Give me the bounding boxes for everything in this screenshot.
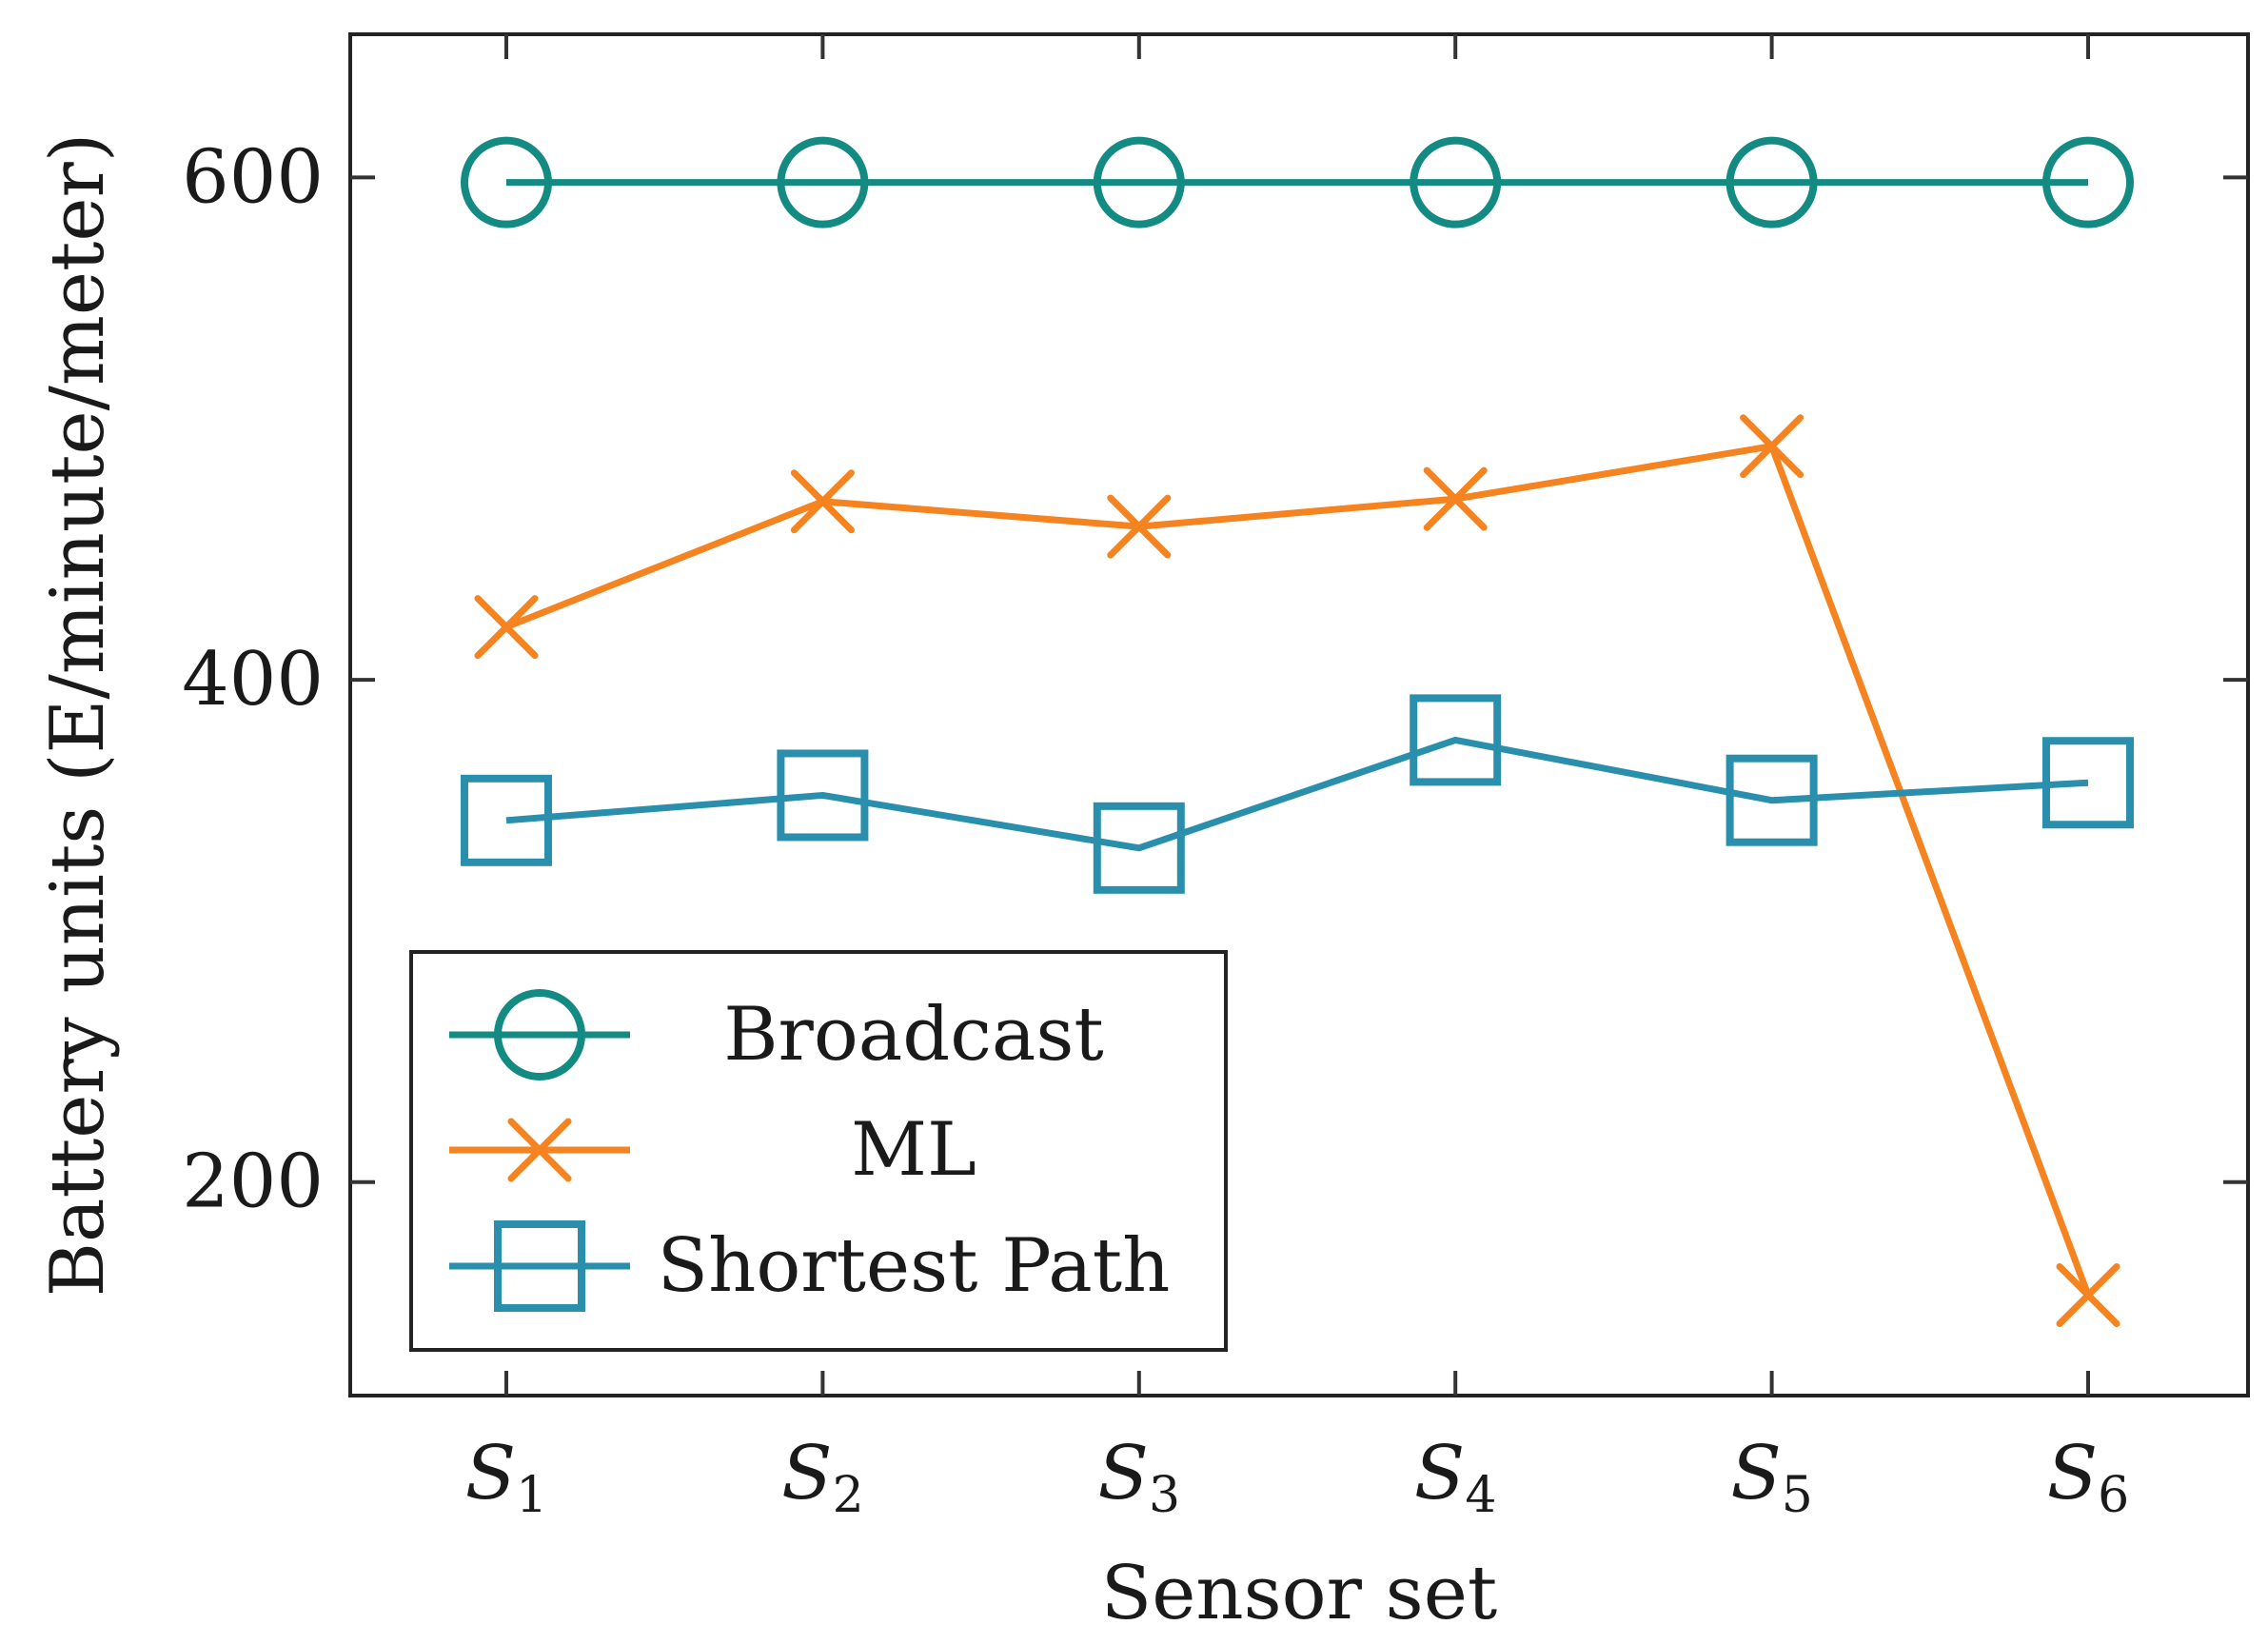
series-layer (461, 136, 2134, 1327)
x-tick-label: S3 (1098, 1431, 1181, 1524)
data-point-broadcast (1410, 136, 1502, 228)
data-point-shortest-path (1093, 802, 1185, 894)
data-point-ml (1423, 466, 1488, 531)
plot-frame (348, 32, 2250, 1397)
legend-marker-shortest-path (494, 1220, 585, 1312)
series-shortest-path (461, 694, 2134, 894)
x-tick-label: S5 (1730, 1431, 1813, 1524)
legend-entry-shortest-path: Shortest Path (449, 1220, 1171, 1312)
data-point-broadcast (1093, 136, 1185, 228)
x-axis-label: Sensor set (1101, 1551, 1497, 1636)
data-point-ml (1740, 414, 1805, 479)
data-point-shortest-path (2042, 737, 2134, 829)
data-point-broadcast (461, 136, 552, 228)
y-axis-label: Battery units (E/minute/meter) (35, 133, 121, 1298)
y-tick-label: 600 (182, 134, 324, 220)
data-point-broadcast (2042, 136, 2134, 228)
legend-entry-ml: ML (449, 1107, 976, 1193)
data-point-shortest-path (1410, 694, 1502, 786)
legend-label-ml: ML (851, 1107, 976, 1193)
axes-frame (348, 32, 2250, 1397)
data-point-ml (790, 469, 855, 534)
data-point-shortest-path (777, 749, 869, 842)
x-tick-label: S4 (1414, 1431, 1497, 1524)
data-point-broadcast (777, 136, 869, 228)
legend-entry-broadcast: Broadcast (449, 989, 1104, 1080)
data-point-shortest-path (461, 774, 552, 866)
series-ml (474, 414, 2120, 1327)
data-point-ml (1107, 494, 1172, 559)
data-point-ml (474, 595, 539, 660)
x-tick-label: S6 (2047, 1431, 2130, 1524)
data-point-broadcast (1726, 136, 1818, 228)
x-tick-label: S1 (465, 1431, 548, 1524)
y-tick-label: 200 (182, 1140, 324, 1225)
series-line-shortest-path (505, 736, 2089, 852)
x-axis-ticks: S1 S2 S3 S4 S5 S6 (465, 34, 2130, 1524)
legend-label-broadcast: Broadcast (723, 992, 1104, 1078)
data-point-ml (2056, 1262, 2120, 1327)
data-point-shortest-path (1726, 754, 1818, 846)
y-tick-label: 400 (182, 637, 324, 723)
y-axis-ticks: 200 400 600 (182, 134, 2248, 1225)
legend-marker-broadcast (494, 989, 585, 1080)
x-tick-label: S2 (781, 1431, 864, 1524)
legend-marker-ml (507, 1118, 572, 1182)
series-line-ml (504, 443, 2092, 1297)
legend-label-shortest-path: Shortest Path (658, 1223, 1171, 1309)
series-broadcast (461, 136, 2134, 228)
legend: Broadcast ML Shortest Path (409, 950, 1228, 1352)
